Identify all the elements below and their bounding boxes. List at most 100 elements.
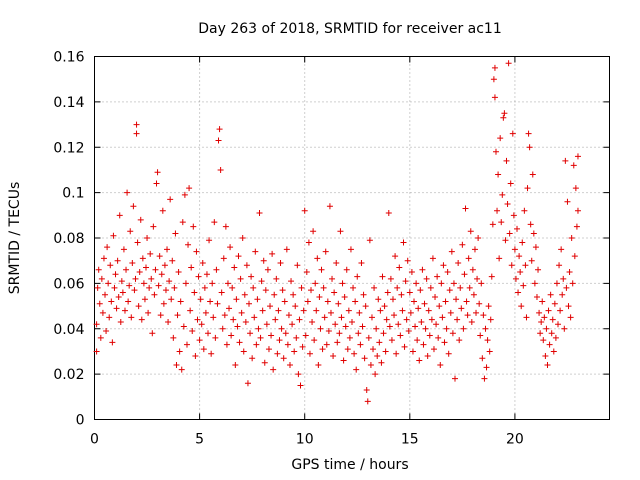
data-point (167, 196, 174, 203)
data-point (385, 210, 392, 217)
data-point (181, 191, 188, 198)
data-point (402, 278, 409, 285)
data-point (179, 219, 186, 226)
data-point (262, 287, 269, 294)
data-point (222, 223, 229, 230)
data-point (205, 330, 212, 337)
data-point (499, 191, 506, 198)
data-point (275, 307, 282, 314)
data-point (354, 273, 361, 280)
data-point (445, 350, 452, 357)
data-point (471, 246, 478, 253)
data-point (195, 273, 202, 280)
data-point (333, 259, 340, 266)
data-point (325, 328, 332, 335)
data-point (418, 318, 425, 325)
data-point (480, 312, 487, 319)
data-point (298, 284, 305, 291)
data-point (99, 309, 106, 316)
data-point (145, 309, 152, 316)
data-point (324, 298, 331, 305)
data-point (197, 296, 204, 303)
data-point (241, 291, 248, 298)
data-point (129, 259, 136, 266)
data-point (429, 255, 436, 262)
data-point (520, 282, 527, 289)
data-point (329, 275, 336, 282)
data-point (318, 266, 325, 273)
data-point (136, 269, 143, 276)
data-point (458, 305, 465, 312)
data-point (147, 250, 154, 257)
data-point (389, 296, 396, 303)
data-point (444, 269, 451, 276)
data-point (420, 341, 427, 348)
data-point (168, 296, 175, 303)
data-point (540, 337, 547, 344)
data-point (490, 76, 497, 83)
data-point (447, 309, 454, 316)
data-point (234, 323, 241, 330)
data-point (528, 257, 535, 264)
data-point (105, 280, 112, 287)
data-point (308, 287, 315, 294)
data-point (215, 137, 222, 144)
data-point (430, 346, 437, 353)
data-point (404, 257, 411, 264)
data-point (120, 246, 127, 253)
data-point (529, 171, 536, 178)
data-point (264, 266, 271, 273)
data-point (254, 296, 261, 303)
data-point (462, 205, 469, 212)
data-point (228, 332, 235, 339)
y-tick-label: 0.04 (53, 322, 84, 338)
data-point (158, 271, 165, 278)
data-point (253, 341, 260, 348)
data-point (434, 273, 441, 280)
data-point (265, 346, 272, 353)
data-point (544, 362, 551, 369)
data-point (568, 235, 575, 241)
data-point (113, 305, 120, 312)
data-point (442, 298, 449, 305)
data-point (349, 318, 355, 325)
data-point (522, 262, 529, 269)
data-point (433, 321, 440, 328)
data-point (189, 328, 196, 335)
data-point (133, 121, 140, 128)
data-point (155, 282, 162, 289)
data-point (250, 284, 257, 291)
data-point (137, 216, 144, 223)
data-point (178, 366, 185, 373)
data-point (455, 259, 462, 266)
data-point (370, 346, 377, 353)
data-point (270, 366, 277, 373)
data-point (382, 348, 389, 355)
data-point (300, 307, 307, 314)
data-point (454, 316, 461, 323)
data-point (356, 309, 363, 316)
data-point (293, 334, 300, 341)
data-point (206, 237, 213, 244)
data-point (334, 339, 341, 346)
data-point (236, 339, 243, 346)
data-point (474, 275, 481, 282)
data-point (217, 166, 224, 173)
data-point (515, 289, 522, 296)
data-point (373, 325, 380, 332)
data-point (497, 135, 504, 142)
data-point (180, 323, 187, 330)
data-point (459, 241, 466, 248)
data-point (383, 316, 390, 323)
data-point (387, 275, 394, 282)
data-point (175, 269, 182, 276)
data-point (98, 275, 105, 282)
data-point (282, 330, 289, 337)
data-point (93, 321, 100, 328)
data-point (94, 284, 101, 291)
data-point (494, 207, 501, 214)
data-point (466, 284, 473, 291)
data-point (392, 253, 399, 260)
data-point (268, 332, 275, 339)
